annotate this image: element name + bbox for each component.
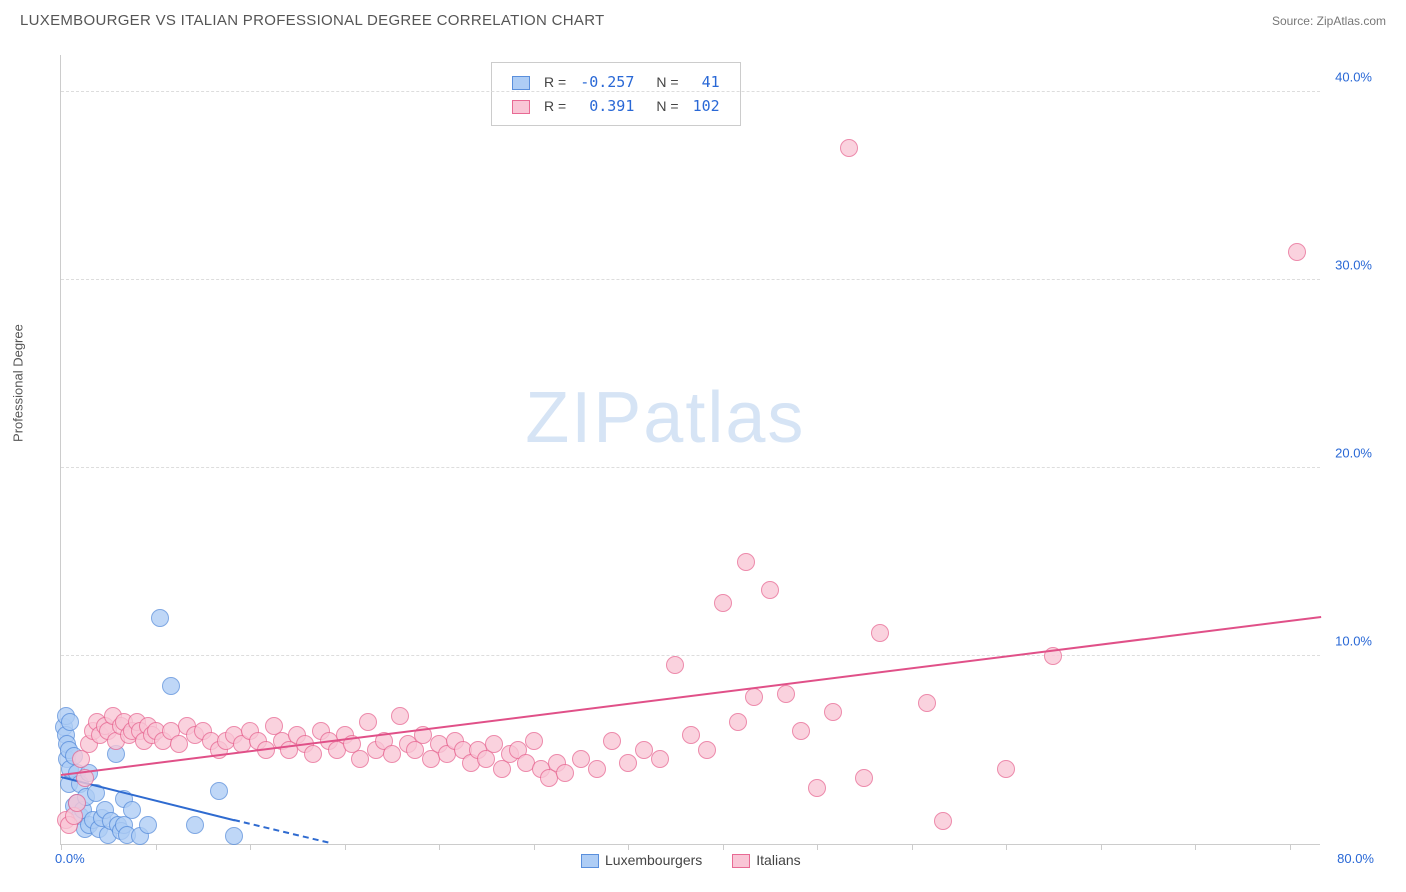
data-point [123, 801, 141, 819]
x-tick [628, 844, 629, 850]
legend-swatch [512, 76, 530, 90]
data-point [351, 750, 369, 768]
data-point [61, 713, 79, 731]
legend-swatch [512, 100, 530, 114]
data-point [603, 732, 621, 750]
chart-title: LUXEMBOURGER VS ITALIAN PROFESSIONAL DEG… [20, 12, 605, 29]
data-point [824, 703, 842, 721]
data-point [619, 754, 637, 772]
x-tick [1101, 844, 1102, 850]
legend-series: Luxembourgers Italians [581, 852, 831, 868]
legend-row: R =0.391N =102 [506, 95, 726, 117]
data-point [918, 694, 936, 712]
gridline [61, 467, 1320, 468]
y-axis-title: Professional Degree [11, 324, 26, 442]
data-point [383, 745, 401, 763]
data-point [162, 677, 180, 695]
x-tick [1006, 844, 1007, 850]
data-point [225, 827, 243, 845]
x-tick [61, 844, 62, 850]
data-point [170, 735, 188, 753]
legend-swatch [581, 854, 599, 868]
x-tick [723, 844, 724, 850]
data-point [68, 794, 86, 812]
watermark-atlas: atlas [643, 378, 805, 458]
data-point [698, 741, 716, 759]
x-tick [250, 844, 251, 850]
data-point [682, 726, 700, 744]
y-tick-label: 10.0% [1335, 633, 1372, 648]
data-point [808, 779, 826, 797]
data-point [556, 764, 574, 782]
data-point [777, 685, 795, 703]
x-tick [1290, 844, 1291, 850]
legend-item: Luxembourgers [581, 852, 702, 868]
watermark-zip: ZIP [525, 378, 643, 458]
trend-line [61, 616, 1321, 776]
data-point [304, 745, 322, 763]
y-tick-label: 40.0% [1335, 69, 1372, 84]
data-point [151, 609, 169, 627]
data-point [871, 624, 889, 642]
x-axis-end: 80.0% [1337, 851, 1374, 866]
data-point [714, 594, 732, 612]
data-point [186, 816, 204, 834]
watermark: ZIPatlas [525, 377, 805, 459]
legend-item: Italians [732, 852, 800, 868]
data-point [737, 553, 755, 571]
gridline [61, 279, 1320, 280]
data-point [934, 812, 952, 830]
x-tick [817, 844, 818, 850]
data-point [210, 782, 228, 800]
legend-correlation: R =-0.257N =41R =0.391N =102 [491, 62, 741, 126]
trend-line-dashed [234, 819, 329, 844]
data-point [855, 769, 873, 787]
data-point [729, 713, 747, 731]
data-point [997, 760, 1015, 778]
y-tick-label: 30.0% [1335, 257, 1372, 272]
x-tick [912, 844, 913, 850]
gridline [61, 655, 1320, 656]
data-point [525, 732, 543, 750]
x-axis-start: 0.0% [55, 851, 85, 866]
data-point [792, 722, 810, 740]
data-point [761, 581, 779, 599]
data-point [651, 750, 669, 768]
data-point [840, 139, 858, 157]
x-tick [534, 844, 535, 850]
data-point [588, 760, 606, 778]
x-tick [345, 844, 346, 850]
x-tick [1195, 844, 1196, 850]
data-point [139, 816, 157, 834]
source-label: Source: ZipAtlas.com [1272, 14, 1386, 28]
data-point [391, 707, 409, 725]
gridline [61, 91, 1320, 92]
data-point [666, 656, 684, 674]
data-point [359, 713, 377, 731]
data-point [745, 688, 763, 706]
header: LUXEMBOURGER VS ITALIAN PROFESSIONAL DEG… [0, 0, 1406, 37]
data-point [1288, 243, 1306, 261]
x-tick [439, 844, 440, 850]
plot-area: ZIPatlas R =-0.257N =41R =0.391N =102 0.… [60, 55, 1320, 845]
legend-swatch [732, 854, 750, 868]
y-tick-label: 20.0% [1335, 445, 1372, 460]
chart-container: Professional Degree ZIPatlas R =-0.257N … [50, 55, 1370, 860]
x-tick [156, 844, 157, 850]
